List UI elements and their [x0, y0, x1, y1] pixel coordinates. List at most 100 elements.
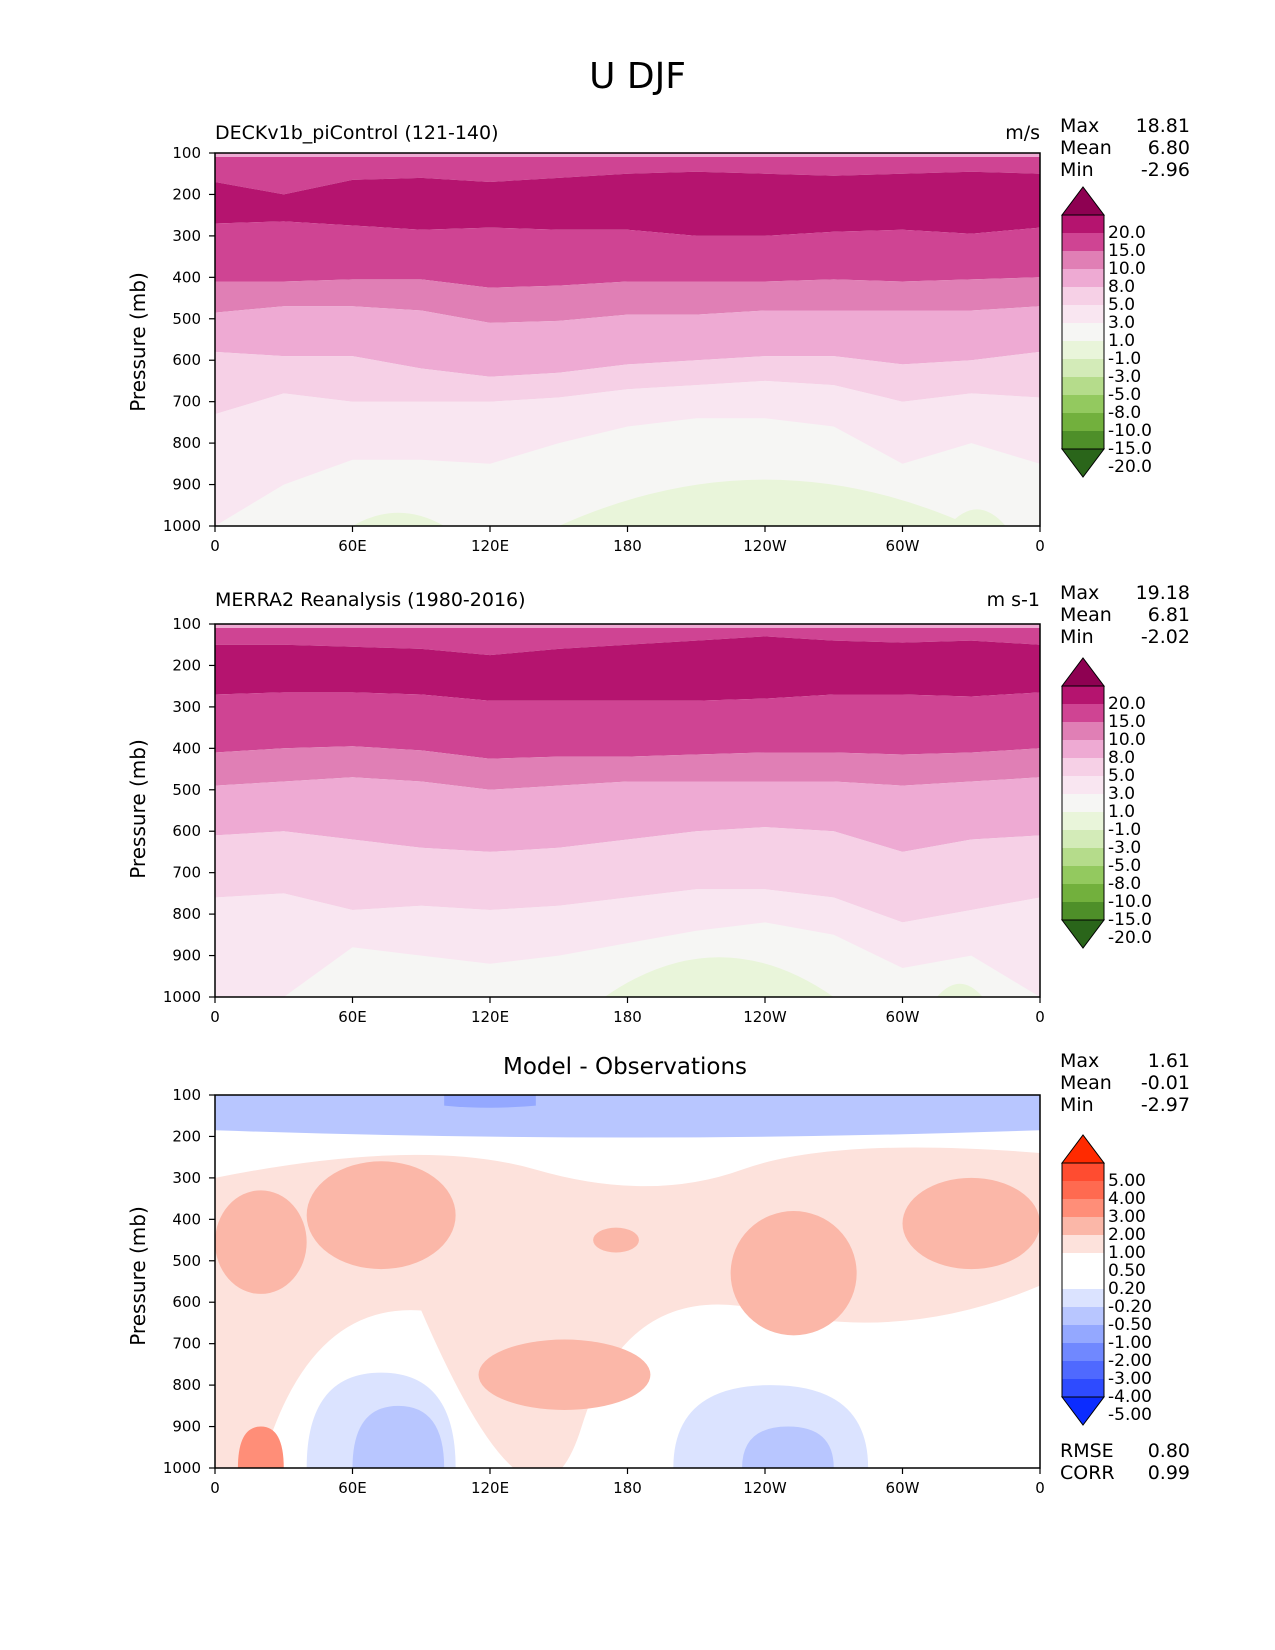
colorbar-label: -3.0	[1108, 838, 1141, 858]
y-tick-label: 400	[172, 739, 201, 757]
colorbar-label: 0.50	[1108, 1261, 1146, 1281]
colorbar-swatch	[1062, 1307, 1104, 1325]
metric-value: 0.80	[1147, 1440, 1190, 1462]
colorbar-label: -5.00	[1108, 1405, 1152, 1425]
y-tick-label: 1000	[163, 517, 201, 535]
x-tick-label: 0	[210, 1479, 220, 1497]
contour-band-negative	[936, 983, 983, 997]
x-tick-label: 0	[210, 1008, 220, 1026]
wind-contour-plot-observations: 0 60E 120E 180 120W 60W 0 100 200 300 400 500 600 700…	[163, 615, 1152, 1026]
y-tick-label: 300	[172, 1169, 201, 1187]
contour-band-10-15	[215, 692, 1040, 759]
colorbar-swatch	[1062, 758, 1104, 776]
page-title: U DJF	[589, 56, 686, 97]
colorbar-extend-top	[1061, 1134, 1105, 1164]
colorbar-label: -1.0	[1108, 349, 1141, 369]
colorbar-label: 5.0	[1108, 295, 1135, 315]
colorbar-label: 3.00	[1108, 1207, 1146, 1227]
stat-value: 6.81	[1147, 604, 1190, 626]
y-tick-label: 800	[172, 1376, 201, 1394]
stat-label: Max	[1060, 582, 1100, 604]
y-tick-label: 1000	[163, 1459, 201, 1477]
colorbar-label: 0.20	[1108, 1279, 1146, 1299]
contour-region	[902, 1177, 1040, 1270]
colorbar-label: -8.0	[1108, 403, 1141, 423]
y-tick-label: 700	[172, 864, 201, 882]
colorbar-swatch	[1062, 776, 1104, 794]
x-tick-label: 180	[613, 1008, 642, 1026]
colorbar-label: -5.0	[1108, 856, 1141, 876]
contour-band-negative	[604, 957, 834, 997]
y-tick-label: 900	[172, 476, 201, 494]
colorbar-label: 15.0	[1108, 712, 1146, 732]
contour-band-1-3	[215, 380, 1040, 526]
colorbar-label: 1.0	[1108, 802, 1135, 822]
colorbar-swatch	[1062, 269, 1104, 287]
colorbar-label: 20.0	[1108, 223, 1146, 243]
colorbar-swatch	[1062, 215, 1104, 233]
colorbar-label: 2.00	[1108, 1225, 1146, 1245]
contour-band-top	[215, 624, 1040, 628]
contour-region	[215, 1095, 1040, 1138]
colorbar-swatch	[1062, 704, 1104, 722]
panel-units: m s-1	[986, 589, 1040, 611]
x-tick-label: 120W	[743, 1479, 787, 1497]
colorbar-swatch	[1062, 287, 1104, 305]
colorbar-swatch	[1062, 341, 1104, 359]
metrics-box: RMSE 0.80 CORR 0.99	[1060, 1440, 1190, 1484]
colorbar-swatch	[1062, 413, 1104, 431]
colorbar-label: -1.00	[1108, 1333, 1152, 1353]
colorbar-frame	[1061, 685, 1105, 921]
y-tick-label: 600	[172, 351, 201, 369]
panel-difference: 0 60E 120E 180 120W 60W 0 100 200 300 400 500 600 700…	[0, 0, 1275, 1497]
y-tick-label: 700	[172, 393, 201, 411]
colorbar-swatch	[1062, 866, 1104, 884]
y-tick-label: 500	[172, 781, 201, 799]
colorbar-label: -8.0	[1108, 874, 1141, 894]
colorbar-swatch	[1062, 722, 1104, 740]
x-tick-label: 120W	[743, 1008, 787, 1026]
stat-value: 19.18	[1135, 582, 1190, 604]
colorbar-swatch	[1062, 740, 1104, 758]
colorbar-swatch	[1062, 431, 1104, 449]
colorbar-swatch	[1062, 794, 1104, 812]
y-tick-label: 100	[172, 615, 201, 633]
colorbar-label: -20.0	[1108, 928, 1152, 948]
contour-band-negative	[352, 512, 445, 526]
contour-band-15-20	[215, 171, 1040, 236]
x-tick-label: 0	[1035, 1479, 1045, 1497]
y-tick-label: 600	[172, 822, 201, 840]
colorbar-label: 1.00	[1108, 1243, 1146, 1263]
y-tick-label: 400	[172, 1210, 201, 1228]
colorbar-label: -4.00	[1108, 1387, 1152, 1407]
colorbar-swatch	[1062, 1271, 1104, 1289]
y-tick-label: 100	[172, 144, 201, 162]
contour-band-10-15	[215, 624, 1040, 656]
stat-label: Mean	[1060, 604, 1112, 626]
contour-band-negative	[948, 509, 1006, 526]
y-tick-label: 600	[172, 1293, 201, 1311]
y-tick-label: 500	[172, 310, 201, 328]
x-tick-label: 180	[613, 537, 642, 555]
x-tick-label: 0	[210, 537, 220, 555]
contour-region	[593, 1227, 639, 1253]
stat-label: Mean	[1060, 137, 1112, 159]
contour-band-8-10	[215, 277, 1040, 323]
x-tick-label: 60E	[338, 1008, 367, 1026]
colorbar-label: -3.0	[1108, 367, 1141, 387]
colorbar-extend-bottom	[1061, 1396, 1105, 1426]
colorbar-label: -10.0	[1108, 892, 1152, 912]
metric-label: CORR	[1060, 1462, 1115, 1484]
colorbar-label: 1.0	[1108, 331, 1135, 351]
panel-title-center: Model - Observations	[502, 1054, 747, 1080]
y-tick-label: 800	[172, 905, 201, 923]
x-tick-label: 0	[1035, 537, 1045, 555]
x-tick-label: 0	[1035, 1008, 1045, 1026]
y-tick-label: 300	[172, 698, 201, 716]
contour-region	[742, 1426, 834, 1468]
panel-model: 0 60E 120E 180 120W 60W 0 100 200 300 400 500 600 700…	[0, 0, 1275, 555]
colorbar-swatch	[1062, 251, 1104, 269]
colorbar-swatch	[1062, 1181, 1104, 1199]
colorbar-label: -15.0	[1108, 439, 1152, 459]
stat-value: -2.02	[1140, 626, 1190, 648]
